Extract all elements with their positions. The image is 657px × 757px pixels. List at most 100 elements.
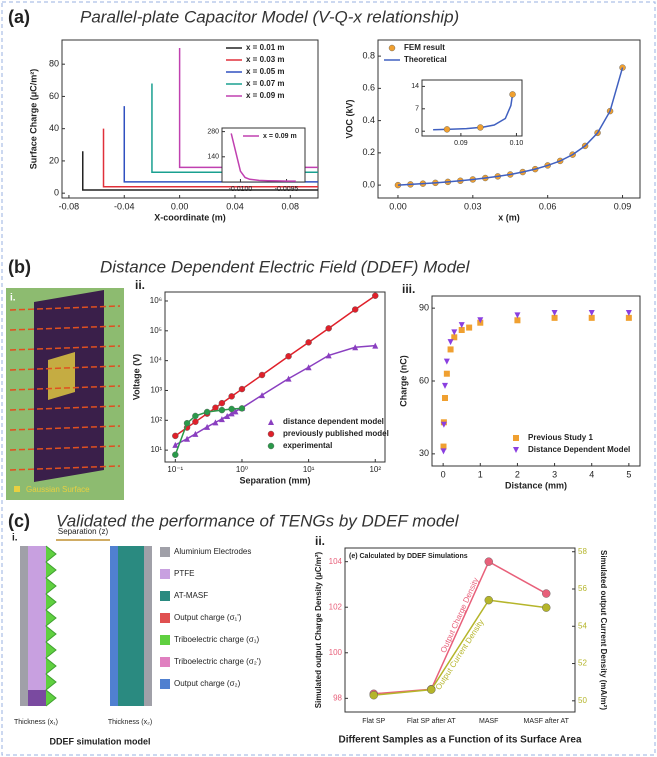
marker (285, 353, 292, 360)
marker (267, 442, 275, 450)
y-tick-label: 0 (415, 128, 419, 135)
legend-label: Theoretical (404, 55, 447, 64)
field-arrows (9, 305, 121, 471)
legend-label: x = 0.09 m (263, 133, 297, 140)
marker (325, 325, 332, 332)
legend-label: x = 0.01 m (246, 43, 284, 52)
marker (218, 406, 226, 414)
marker (372, 292, 379, 299)
marker (513, 435, 519, 441)
y-tick-label: 90 (419, 303, 429, 313)
marker (588, 310, 595, 316)
x-tick-label: 0 (441, 469, 446, 479)
charge-layer (28, 690, 46, 706)
x-tick-label: -0.0100 (229, 186, 253, 193)
marker (443, 358, 450, 365)
marker (442, 382, 448, 389)
marker (238, 385, 246, 393)
legend-label: Aluminium Electrodes (174, 547, 251, 556)
marker (440, 421, 447, 428)
legend-label: PTFE (174, 569, 194, 578)
plot-frame (344, 547, 576, 713)
legend-label: experimental (283, 441, 332, 450)
marker (542, 603, 551, 612)
field-arrow (9, 385, 121, 391)
marker (285, 375, 292, 382)
marker (228, 393, 235, 400)
annotation: (e) Calculated by DDEF Simulations (349, 553, 468, 560)
charge-layer (110, 546, 118, 706)
y-tick-label: 0.8 (362, 50, 375, 60)
marker (372, 342, 379, 349)
field-arrow (9, 305, 121, 311)
legend-label: Triboelectric charge (σ₁) (174, 635, 259, 644)
marker (477, 317, 484, 324)
y2-tick-label: 58 (578, 547, 587, 556)
legend-label: FEM result (404, 43, 445, 52)
marker (305, 339, 312, 346)
ptfe-layer (28, 546, 46, 706)
legend-label: previously published model (283, 429, 389, 438)
marker (172, 451, 179, 458)
y-tick-label: 80 (49, 59, 59, 69)
plot-frame (421, 79, 523, 137)
panel-label: (a) (8, 7, 30, 27)
x-tick-label: -0.04 (114, 201, 135, 211)
y-tick-label: 0.6 (362, 83, 375, 93)
marker (443, 126, 451, 133)
marker (203, 408, 211, 416)
legend-label: Output charge (σ₁') (174, 613, 242, 622)
series-line (82, 151, 318, 191)
marker (268, 419, 274, 425)
legend-swatch (160, 657, 170, 667)
y-tick-label: 10² (150, 415, 162, 424)
series-line (433, 94, 514, 131)
field-arrow (9, 425, 121, 431)
legend-label: Previous Study 1 (528, 433, 593, 442)
x-tick-label: 0.03 (464, 201, 482, 211)
x-tick-label: 0.10 (510, 140, 524, 147)
marker (477, 124, 484, 131)
legend-label: Distance Dependent Model (528, 445, 630, 454)
marker (259, 392, 266, 399)
marker (184, 435, 191, 442)
marker (172, 432, 179, 440)
marker (484, 595, 493, 605)
marker (232, 408, 239, 415)
x-tick-label: 2 (515, 469, 520, 479)
marker (218, 399, 226, 407)
diagram-caption: Gaussian Surface (26, 485, 90, 494)
marker (451, 329, 458, 336)
marker (447, 339, 454, 346)
triboelectric-surface (45, 545, 57, 707)
y-tick-label: 7 (415, 106, 419, 113)
y2-tick-label: 50 (578, 696, 587, 705)
y-tick-label: 60 (49, 91, 59, 101)
marker (440, 443, 447, 450)
electrode (144, 546, 152, 706)
x-axis-label: Distance (mm) (505, 480, 567, 490)
y-tick-label: 0.0 (362, 179, 375, 189)
electrode (20, 546, 28, 706)
panel-title: Validated the performance of TENGs by DD… (56, 511, 460, 530)
y-axis-label: Surface Charge (μC/m²) (28, 69, 38, 170)
series-line (373, 599, 547, 696)
panel-label: (c) (8, 511, 30, 531)
at-masf-layer (118, 546, 144, 706)
x-axis-label: Separation (mm) (239, 475, 310, 485)
series-line (397, 67, 624, 186)
y-tick-label: 10⁴ (150, 356, 163, 365)
legend-swatch (160, 679, 170, 689)
x-tick-label: 10¹ (303, 465, 315, 474)
series-line (230, 133, 296, 182)
field-arrow (9, 365, 121, 371)
marker (447, 346, 454, 353)
legend-label: x = 0.09 m (246, 91, 284, 100)
marker (218, 416, 225, 423)
marker (192, 430, 199, 437)
x-axis-label: X-coordinate (m) (154, 212, 226, 222)
marker (305, 364, 312, 371)
y2-tick-label: 56 (578, 584, 587, 593)
y-tick-label: 100 (329, 648, 343, 657)
marker (228, 410, 235, 417)
